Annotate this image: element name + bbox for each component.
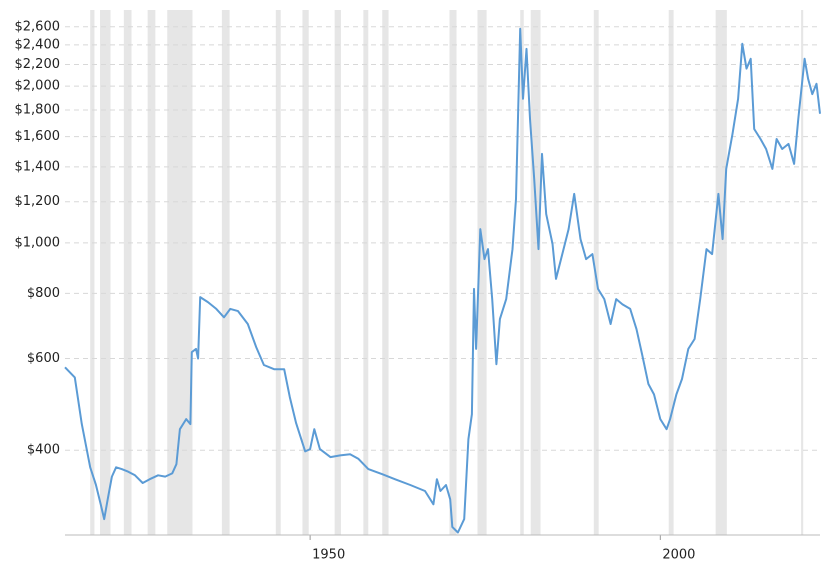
y-tick-label: $1,600 bbox=[15, 129, 61, 144]
shaded-period bbox=[147, 10, 156, 535]
y-tick-label: $2,600 bbox=[15, 19, 61, 34]
y-tick-label: $800 bbox=[27, 286, 60, 301]
y-tick-label: $1,200 bbox=[15, 194, 61, 209]
shaded-period bbox=[668, 10, 674, 535]
shaded-period bbox=[801, 10, 804, 535]
shaded-period bbox=[477, 10, 487, 535]
x-tick-label: 2000 bbox=[662, 548, 695, 563]
shaded-period bbox=[334, 10, 341, 535]
y-tick-label: $1,400 bbox=[15, 159, 61, 174]
y-tick-label: $1,000 bbox=[15, 235, 61, 250]
shaded-period bbox=[382, 10, 389, 535]
shaded-period bbox=[275, 10, 281, 535]
shaded-period bbox=[221, 10, 230, 535]
y-tick-label: $1,800 bbox=[15, 102, 61, 117]
y-tick-label: $600 bbox=[27, 351, 60, 366]
shaded-period bbox=[449, 10, 457, 535]
shaded-period bbox=[123, 10, 132, 535]
shaded-period bbox=[715, 10, 727, 535]
y-tick-label: $2,200 bbox=[15, 57, 61, 72]
shaded-period bbox=[90, 10, 95, 535]
y-tick-label: $2,000 bbox=[15, 79, 61, 94]
series-line bbox=[64, 27, 821, 534]
shaded-period bbox=[520, 10, 524, 535]
shaded-period bbox=[167, 10, 193, 535]
shaded-period bbox=[530, 10, 541, 535]
y-tick-label: $400 bbox=[27, 443, 60, 458]
shaded-period bbox=[100, 10, 111, 535]
x-tick-label: 1950 bbox=[312, 548, 345, 563]
y-tick-label: $2,400 bbox=[15, 37, 61, 52]
shaded-period bbox=[302, 10, 309, 535]
shaded-period bbox=[363, 10, 369, 535]
